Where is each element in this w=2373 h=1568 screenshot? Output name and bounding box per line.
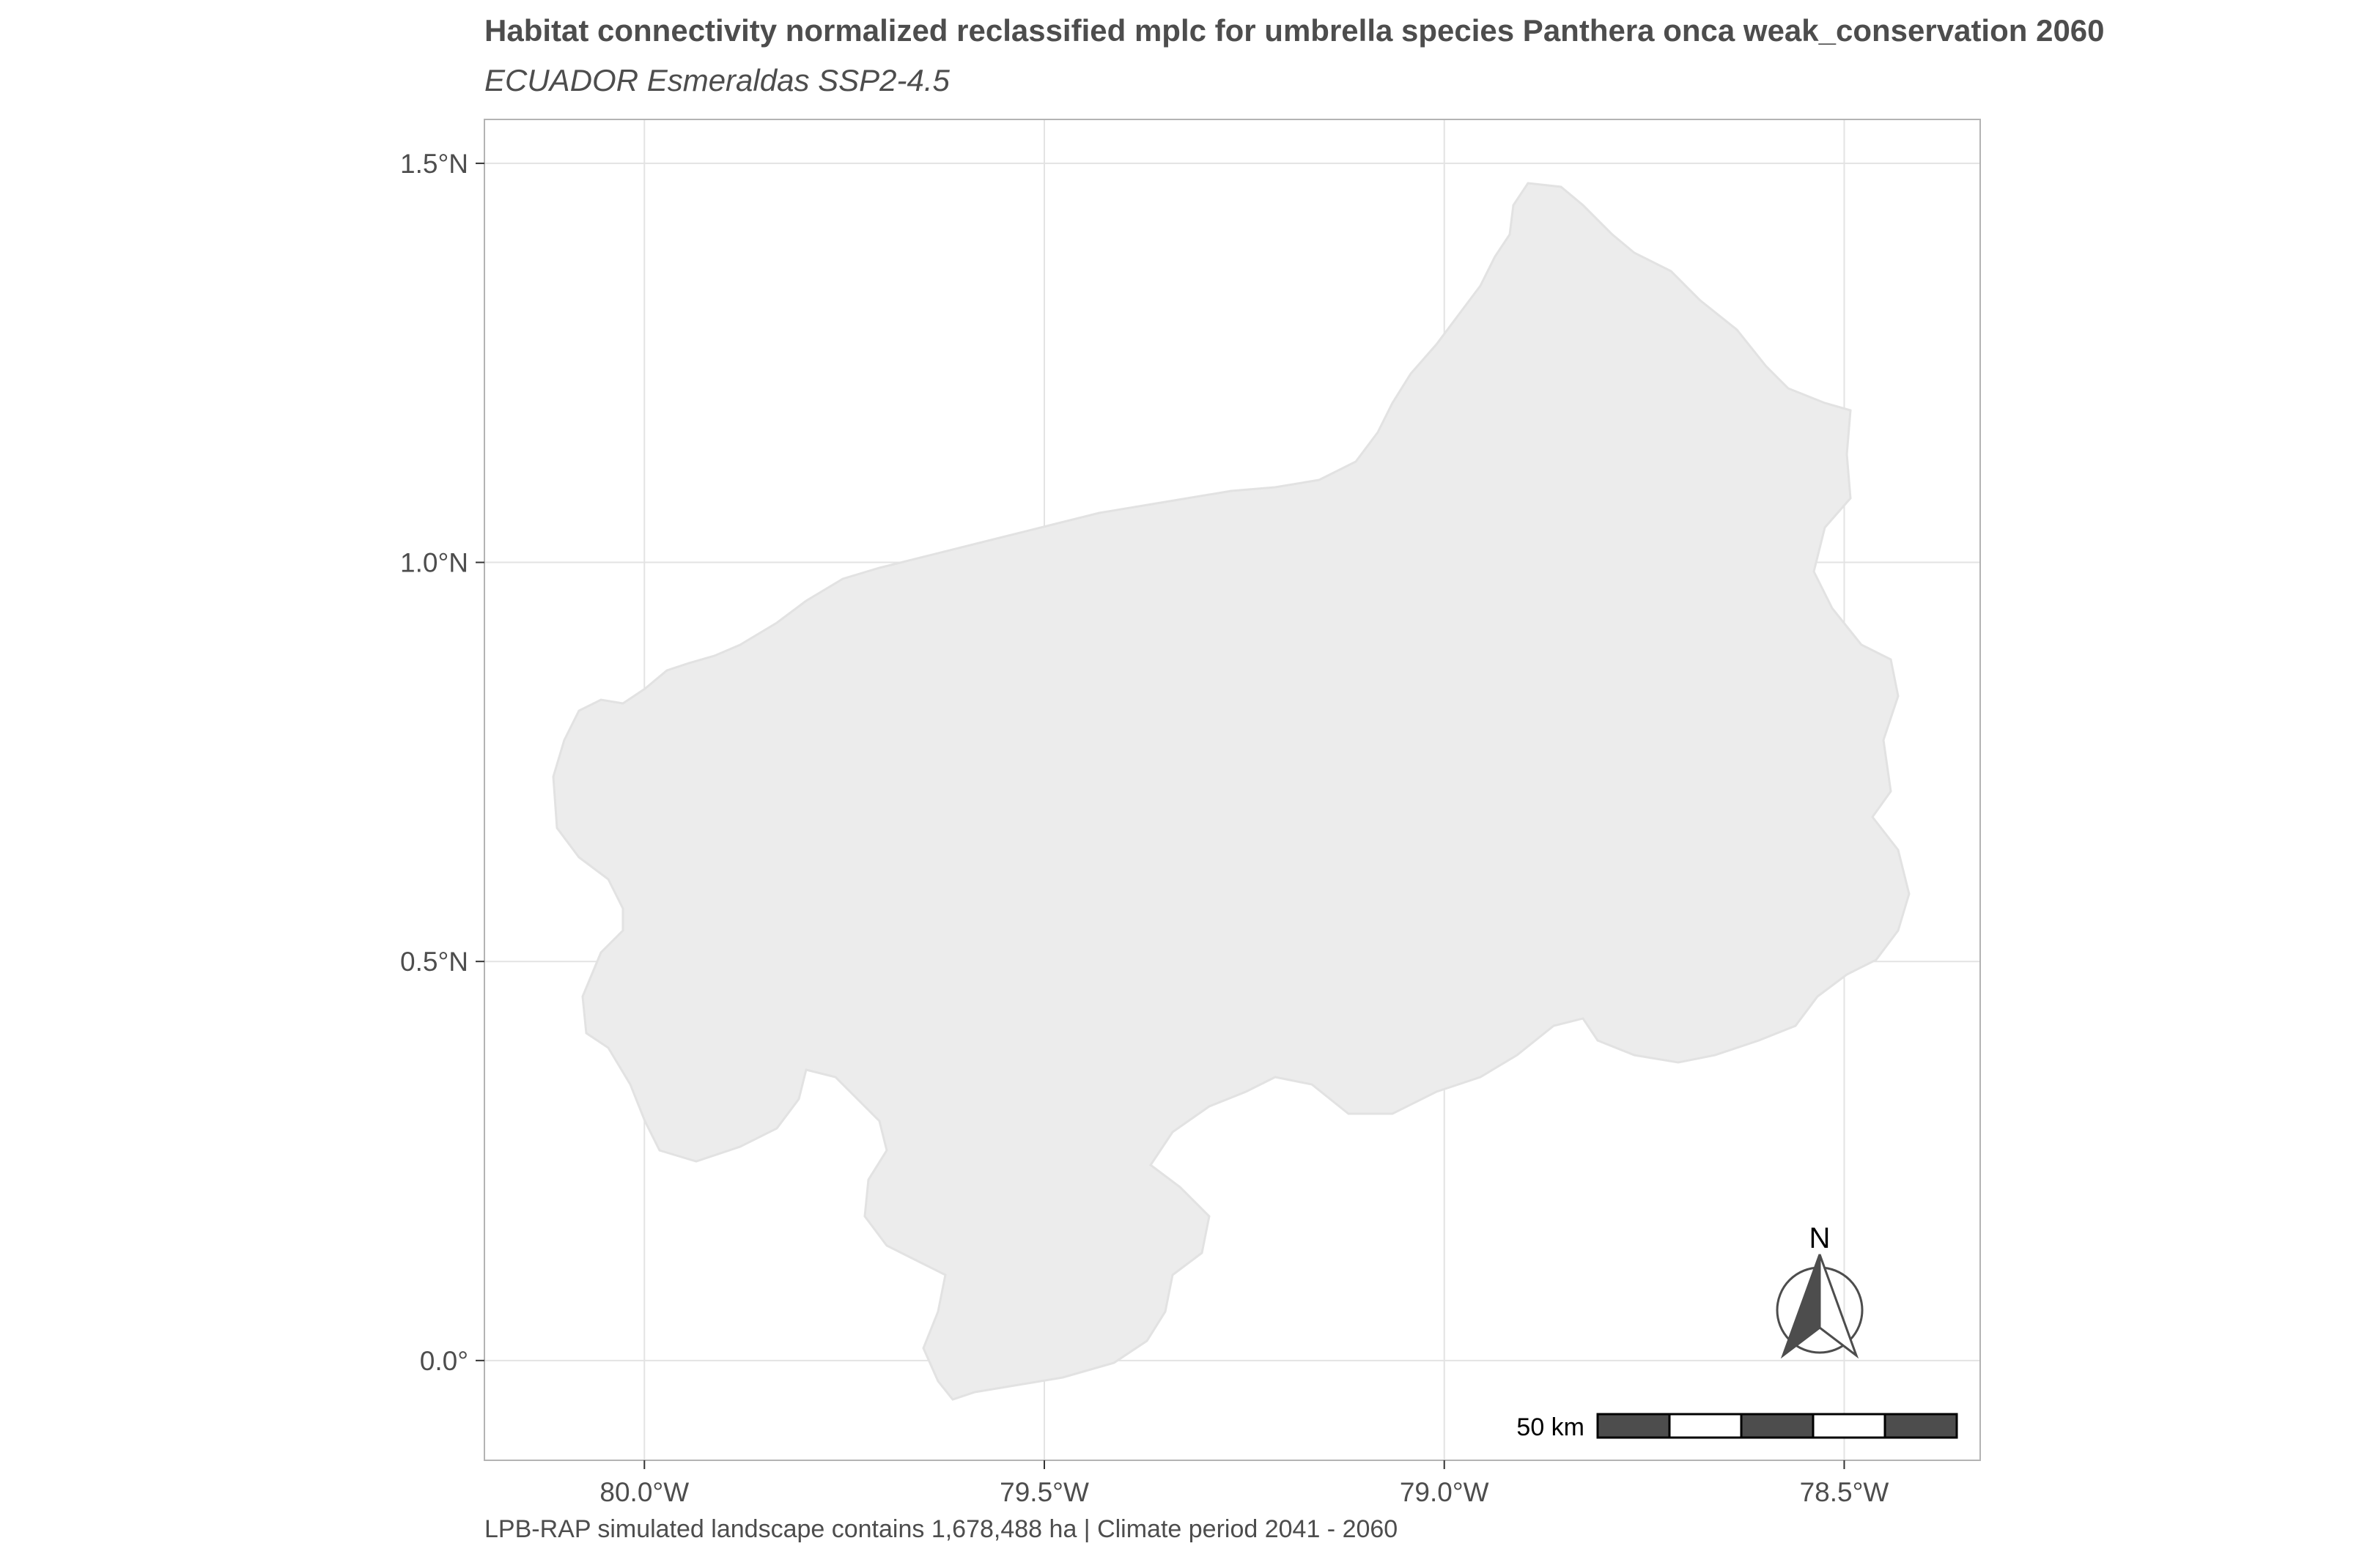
x-tick-label: 80.0°W: [599, 1477, 689, 1507]
scale-bar-segment: [1596, 1413, 1671, 1439]
scale-bar-segment: [1668, 1413, 1743, 1439]
province-landmass: [552, 182, 1911, 1401]
scale-bar-segment: [1812, 1413, 1886, 1439]
scale-bar-segment: [1740, 1413, 1815, 1439]
x-tick-label: 78.5°W: [1800, 1477, 1889, 1507]
y-tick-label: 0.0°: [420, 1346, 468, 1376]
scale-bar-segment: [1883, 1413, 1958, 1439]
north-arrow-light-half: [1818, 1254, 1859, 1359]
map-subtitle: ECUADOR Esmeraldas SSP2-4.5: [484, 63, 950, 97]
map-title: Habitat connectivity normalized reclassi…: [484, 13, 2105, 48]
x-axis: 80.0°W 79.5°W 79.0°W 78.5°W: [599, 1460, 1889, 1507]
x-tick-label: 79.5°W: [1000, 1477, 1089, 1507]
scale-bar-segments: [1596, 1413, 1958, 1439]
y-tick-label: 0.5°N: [400, 947, 468, 977]
y-axis: 1.5°N 1.0°N 0.5°N 0.0°: [400, 149, 484, 1376]
scale-bar-label: 50 km: [1516, 1413, 1584, 1441]
y-tick-label: 1.5°N: [400, 149, 468, 179]
scale-bar: 50 km: [1516, 1413, 1958, 1441]
map-caption: LPB-RAP simulated landscape contains 1,6…: [484, 1515, 1398, 1543]
x-tick-label: 79.0°W: [1400, 1477, 1489, 1507]
north-arrow-label: N: [1809, 1222, 1831, 1254]
panel-border: [484, 119, 1981, 1461]
north-arrow: N: [1776, 1222, 1864, 1359]
y-tick-label: 1.0°N: [400, 548, 468, 578]
